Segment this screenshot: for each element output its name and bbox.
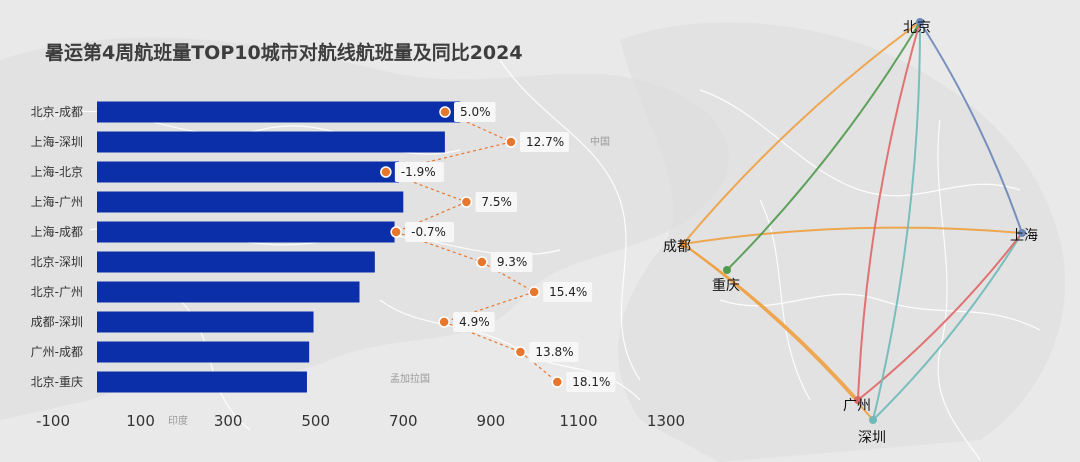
bar [97,191,404,213]
yoy-label-box [454,102,496,122]
yoy-label: 7.5% [481,195,512,209]
category-label: 上海-北京 [31,164,83,179]
yoy-dot [514,346,527,358]
city-label: 深圳 [858,430,886,446]
chart-title: 暑运第4周航班量TOP10城市对航线航班量及同比2024 [45,41,523,64]
city-label: 成都 [663,239,691,255]
route-line [682,243,859,401]
x-axis-ticks: -100 100 300 500 700 900 1100 1300 [36,412,685,430]
yoy-dot [380,166,392,178]
route-line [872,21,922,421]
city-label: 广州 [843,398,871,414]
yoy-dot [528,286,540,298]
bar [97,161,399,183]
yoy-label: -0.7% [411,225,446,239]
map-label-india: 印度 [168,414,188,427]
x-tick-label: 700 [389,412,418,430]
yoy-label: 5.0% [460,105,491,119]
yoy-markers: 5.0% 12.7% -1.9% 7.5% -0.7% 9.3% 15.4% 4.9% 13.8… [380,102,616,392]
yoy-dot [390,226,402,238]
city-label: 北京 [903,20,931,36]
city-dot [723,266,731,274]
yoy-label: -1.9% [401,165,436,179]
yoy-label-box [543,282,593,302]
map-label-bangladesh: 孟加拉国 [390,372,430,385]
bar [97,221,395,243]
yoy-dot [505,136,517,148]
city-dot [679,240,687,248]
yoy-label: 15.4% [549,285,587,299]
yoy-label-box [394,162,444,182]
yoy-label-box [475,192,518,212]
bar [97,281,360,303]
bar-series [97,101,461,393]
category-label: 成都-深圳 [31,315,83,329]
category-label: 北京-重庆 [31,375,83,389]
yoy-leader-line [481,261,535,293]
yoy-label: 12.7% [526,135,564,149]
category-label: 上海-广州 [31,194,83,209]
route-lines [682,21,1023,421]
yoy-dot [438,316,450,328]
yoy-leader-line [520,351,558,383]
yoy-label-box [490,252,533,272]
category-label: 北京-成都 [31,105,83,119]
yoy-label: 18.1% [572,375,610,389]
category-labels: 北京-成都上海-深圳上海-北京上海-广州上海-成都北京-深圳北京-广州成都-深圳… [31,105,83,389]
x-tick-label: 900 [477,412,506,430]
yoy-leader-line [395,201,467,233]
yoy-label-box [520,132,569,152]
x-tick-label: 500 [301,412,330,430]
bar [97,101,461,123]
city-dot [854,396,862,404]
bar [97,131,445,153]
yoy-label: 13.8% [535,345,573,359]
bar [97,251,375,273]
category-label: 北京-深圳 [31,255,83,269]
map-label-china: 中国 [590,135,610,148]
yoy-dot [551,376,564,388]
yoy-label: 4.9% [459,315,490,329]
route-line [726,21,921,271]
x-tick-label: 300 [214,412,243,430]
x-tick-label: -100 [36,412,70,430]
yoy-label: 9.3% [497,255,528,269]
yoy-label-box [566,372,616,392]
city-dot [916,18,924,26]
yoy-dot [439,106,451,118]
category-label: 北京-广州 [31,285,83,299]
yoy-label-box [529,342,579,362]
bar [97,311,314,333]
yoy-dot [460,196,473,208]
category-label: 广州-成都 [31,345,83,359]
yoy-dot [476,256,488,268]
route-line [857,21,921,401]
x-tick-label: 1300 [647,412,685,430]
route-line [682,21,921,245]
category-label: 上海-成都 [31,224,83,239]
route-line [872,232,1023,421]
route-line [857,232,1023,401]
route-line [682,226,1023,245]
category-label: 上海-深圳 [31,134,83,149]
city-label: 重庆 [712,278,740,294]
city-dot [1018,229,1026,237]
bar [97,371,307,393]
x-tick-label: 1100 [559,412,597,430]
x-tick-label: 100 [126,412,155,430]
city-label: 上海 [1010,228,1038,244]
route-line [919,21,1023,234]
yoy-label-box [405,222,455,242]
bar [97,341,310,363]
yoy-label-box [453,312,495,332]
city-dot [869,416,877,424]
